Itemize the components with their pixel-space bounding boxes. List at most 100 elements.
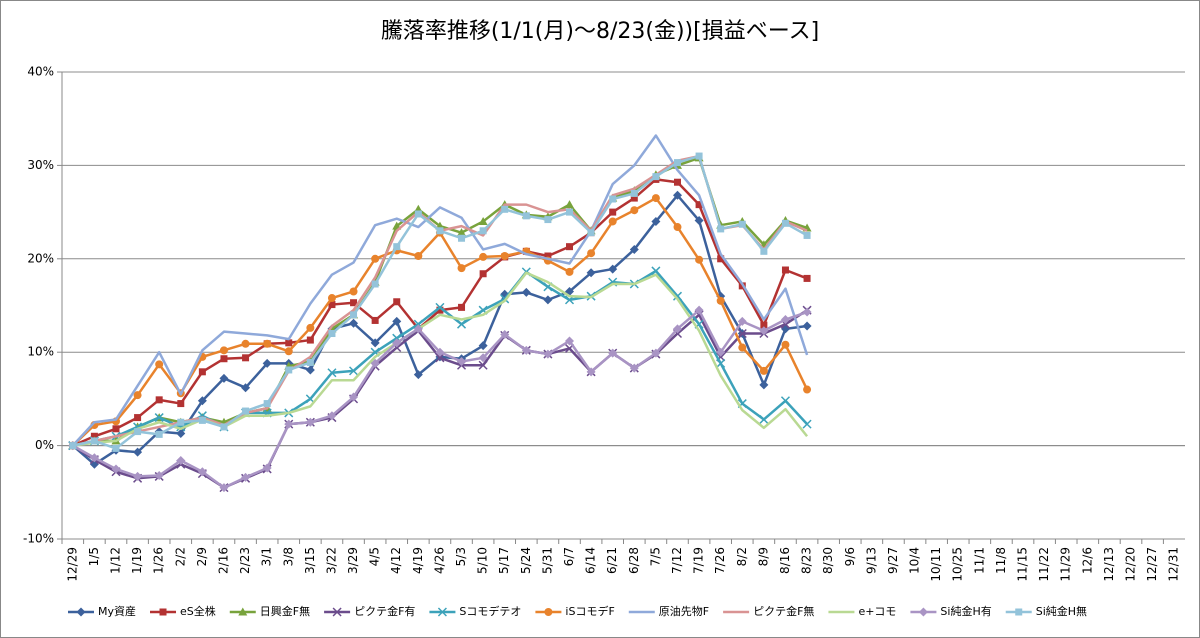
- marker: [802, 307, 812, 317]
- marker: [133, 391, 142, 400]
- grid: -10% 0% 10% 20% 30% 40% 12/29 1/5 1/12 1/19 1/26 2/…: [23, 65, 1185, 582]
- x-tick-label: 12/31: [1167, 547, 1181, 582]
- y-tick-label: -10%: [23, 532, 54, 546]
- marker: [694, 305, 704, 315]
- x-tick-label: 10/11: [929, 547, 943, 582]
- marker: [413, 370, 423, 380]
- marker: [717, 225, 725, 233]
- x-tick-label: 8/30: [821, 547, 835, 574]
- legend-label: 原油先物F: [659, 604, 709, 618]
- marker: [630, 189, 638, 197]
- x-tick-label: 9/6: [843, 547, 857, 566]
- marker: [587, 249, 596, 258]
- marker: [112, 425, 120, 433]
- x-tick-label: 4/26: [432, 547, 446, 574]
- x-tick-label: 11/15: [1016, 547, 1030, 582]
- marker: [803, 231, 811, 239]
- marker: [456, 319, 467, 329]
- marker: [672, 190, 682, 200]
- marker: [328, 330, 336, 338]
- marker: [241, 472, 251, 482]
- x-tick-label: 3/8: [281, 547, 295, 566]
- marker: [457, 264, 466, 273]
- x-tick-label: 4/5: [368, 547, 382, 566]
- x-tick-label: 12/20: [1124, 547, 1138, 582]
- x-tick-label: 2/9: [195, 547, 209, 566]
- marker: [435, 353, 445, 363]
- marker: [371, 254, 380, 263]
- marker: [349, 392, 359, 402]
- marker: [651, 266, 661, 276]
- marker: [305, 417, 315, 427]
- x-tick-label: 3/1: [260, 547, 274, 566]
- marker: [262, 358, 272, 368]
- marker: [242, 354, 250, 362]
- marker: [716, 358, 726, 368]
- marker: [262, 463, 272, 473]
- marker: [285, 366, 293, 374]
- x-tick-label: 11/1: [972, 547, 986, 574]
- marker: [608, 264, 618, 274]
- marker: [155, 430, 163, 438]
- x-tick-label: 5/10: [476, 547, 490, 574]
- marker: [370, 338, 380, 348]
- x-tick-label: 7/5: [648, 547, 662, 566]
- x-tick-label: 1/19: [130, 547, 144, 574]
- x-tick-label: 1/5: [87, 547, 101, 566]
- marker: [134, 414, 142, 422]
- x-tick-label: 5/3: [454, 547, 468, 566]
- marker: [630, 206, 639, 215]
- marker: [673, 159, 681, 167]
- marker: [651, 216, 661, 226]
- marker: [219, 346, 228, 355]
- marker: [478, 353, 488, 363]
- marker: [738, 343, 747, 352]
- marker: [349, 287, 358, 296]
- x-tick-label: 5/31: [540, 547, 554, 574]
- marker: [501, 205, 509, 213]
- marker: [781, 266, 789, 274]
- marker: [609, 208, 617, 216]
- x-tick-label: 6/7: [562, 547, 576, 566]
- marker: [242, 407, 250, 415]
- x-tick-label: 12/6: [1080, 547, 1094, 574]
- marker: [177, 418, 185, 426]
- y-tick-label: 30%: [27, 158, 54, 172]
- marker: [716, 347, 726, 357]
- marker: [717, 255, 725, 263]
- marker: [694, 216, 704, 226]
- legend-label: My資産: [98, 605, 136, 618]
- marker: [154, 470, 164, 480]
- x-tick-label: 1/12: [108, 547, 122, 574]
- marker: [479, 227, 487, 235]
- marker: [328, 301, 336, 309]
- marker: [371, 316, 379, 324]
- marker: [436, 306, 444, 314]
- legend-label: Si純金H有: [940, 604, 991, 618]
- marker: [306, 358, 314, 366]
- x-tick-label: 11/29: [1059, 547, 1073, 582]
- marker: [457, 357, 467, 367]
- marker: [630, 194, 638, 202]
- marker: [609, 195, 617, 203]
- marker: [350, 299, 358, 307]
- marker: [327, 294, 336, 303]
- x-tick-label: 10/4: [908, 547, 922, 574]
- marker: [651, 194, 660, 203]
- marker: [197, 396, 207, 406]
- marker: [479, 270, 487, 278]
- marker: [198, 416, 206, 424]
- marker: [478, 360, 488, 370]
- marker: [673, 178, 681, 186]
- marker: [69, 442, 77, 450]
- marker: [392, 316, 402, 326]
- marker: [263, 400, 271, 408]
- marker: [608, 348, 618, 358]
- marker: [111, 464, 121, 474]
- marker: [478, 216, 488, 225]
- marker: [154, 413, 164, 423]
- legend-label: ピクテ金F有: [354, 604, 415, 618]
- marker: [803, 385, 812, 394]
- marker: [695, 152, 703, 160]
